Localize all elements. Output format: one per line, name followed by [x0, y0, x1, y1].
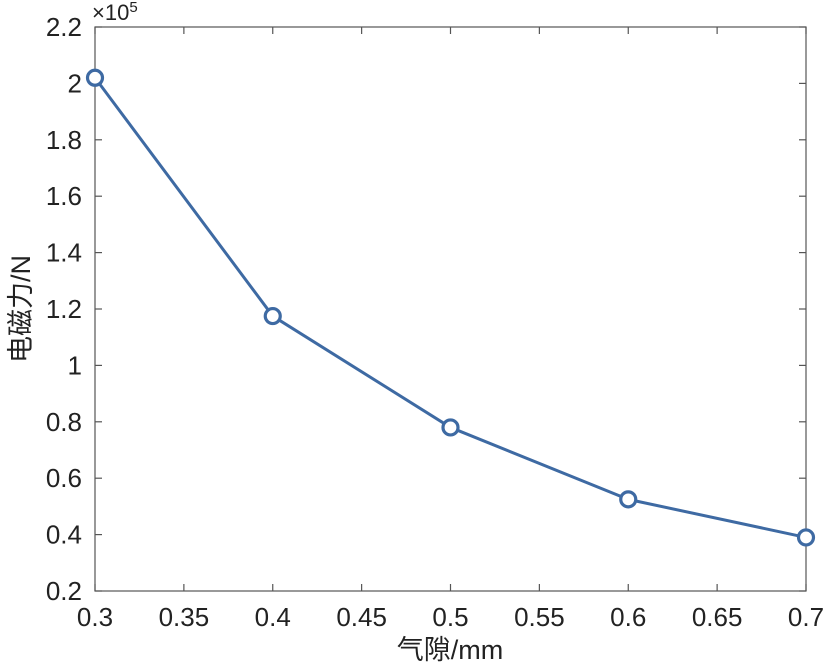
x-tick-label: 0.4: [255, 602, 291, 632]
data-point-marker: [796, 528, 816, 547]
y-tick-label: 0.2: [46, 576, 82, 606]
data-point-marker: [441, 418, 460, 437]
x-axis-label: 气隙/mm: [397, 635, 503, 664]
plot-area: [94, 26, 807, 592]
y-multiplier-label: ×105: [92, 0, 138, 25]
data-point-marker: [85, 68, 105, 87]
x-tick-label: 0.45: [336, 602, 387, 632]
y-tick-label: 0.6: [46, 463, 82, 493]
y-axis-label: 电磁力/N: [6, 255, 36, 363]
x-tick-label: 0.5: [432, 602, 468, 632]
x-tick-label: 0.55: [514, 602, 565, 632]
x-tick-label: 0.7: [788, 602, 824, 632]
y-tick-label: 1.8: [46, 125, 82, 155]
y-tick-label: 1.4: [46, 238, 82, 268]
y-tick-label: 0.8: [46, 407, 82, 437]
y-tick-label: 1: [68, 350, 82, 380]
y-tick-label: 2.2: [46, 12, 82, 42]
data-point-marker: [619, 490, 638, 509]
x-tick-label: 0.65: [692, 602, 743, 632]
y-tick-label: 1.6: [46, 181, 82, 211]
x-tick-label: 0.3: [77, 602, 113, 632]
x-tick-label: 0.35: [159, 602, 210, 632]
y-multiplier-base: ×10: [92, 0, 129, 25]
y-multiplier-exponent: 5: [129, 0, 137, 16]
x-axis: 0.3 0.35 0.4 0.45 0.5 0.55 0.6 0.65 0.7: [77, 27, 824, 632]
y-tick-label: 1.2: [46, 294, 82, 324]
x-tick-label: 0.6: [610, 602, 646, 632]
data-point-marker: [263, 306, 282, 326]
y-tick-label: 0.4: [46, 520, 82, 550]
y-axis: 0.2 0.4 0.6 0.8 1 1.2 1.4 1.6 1.8 2 2.2: [46, 12, 806, 606]
series-layer: [85, 68, 816, 547]
y-tick-label: 2: [68, 68, 82, 98]
